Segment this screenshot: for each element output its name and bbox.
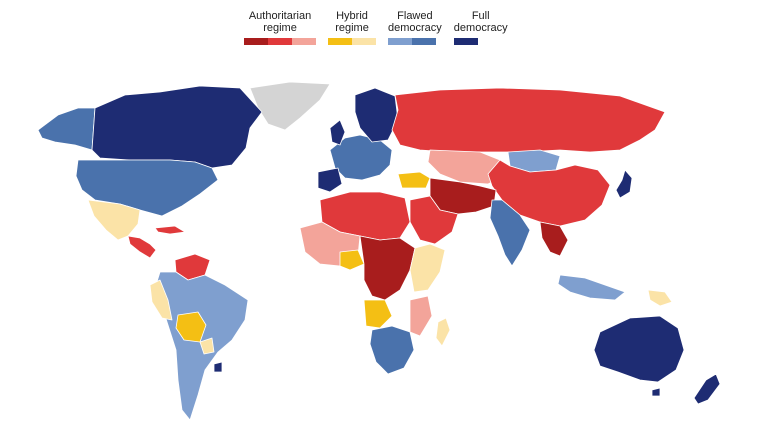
- legend-swatches: [244, 38, 316, 45]
- legend-swatches: [388, 38, 442, 45]
- region-southeast-asia: [539, 221, 569, 257]
- region-cuba: [154, 225, 186, 235]
- swatch: [388, 38, 412, 45]
- legend-swatches: [453, 38, 508, 45]
- legend-flawed: Flawed democracy: [388, 10, 442, 45]
- legend-swatches: [328, 38, 376, 45]
- region-paraguay: [199, 337, 215, 355]
- region-east-africa: [409, 243, 446, 293]
- region-central-africa: [359, 235, 416, 301]
- legend-label-full: Full democracy: [453, 10, 508, 34]
- legend-hybrid: Hybrid regime: [328, 10, 376, 45]
- swatch: [268, 38, 292, 45]
- legend-authoritarian: Authoritarian regime: [244, 10, 316, 45]
- region-greenland: [249, 81, 331, 131]
- region-russia: [391, 87, 666, 153]
- swatch: [453, 38, 478, 45]
- region-iberia: [317, 167, 343, 193]
- region-southern-africa: [369, 325, 415, 375]
- region-usa: [75, 159, 219, 217]
- region-peru: [149, 279, 173, 321]
- swatch: [352, 38, 376, 45]
- region-nordics: [354, 87, 399, 143]
- region-kazakhstan: [427, 149, 506, 185]
- region-png: [647, 289, 673, 307]
- swatch: [412, 38, 436, 45]
- region-china: [487, 159, 611, 227]
- region-nigeria: [339, 249, 365, 271]
- swatch: [328, 38, 352, 45]
- region-alaska: [37, 107, 96, 151]
- region-uk: [329, 119, 346, 146]
- legend-full: Full democracy: [453, 10, 508, 45]
- region-canada: [91, 85, 263, 169]
- region-india: [489, 199, 531, 267]
- legend-label-flawed: Flawed democracy: [388, 10, 442, 34]
- legend-label-hybrid: Hybrid regime: [335, 10, 369, 34]
- region-madagascar: [435, 317, 451, 347]
- region-japan: [615, 169, 633, 199]
- region-europe: [329, 134, 393, 181]
- region-indonesia: [557, 274, 626, 301]
- swatch: [292, 38, 316, 45]
- region-mozambique: [409, 295, 433, 337]
- region-tasmania: [651, 387, 661, 397]
- region-arabia: [409, 195, 459, 245]
- legend: Authoritarian regime Hybrid regime Flawe…: [244, 10, 508, 45]
- region-central-america: [127, 235, 157, 259]
- region-uruguay: [213, 361, 223, 373]
- region-australia: [593, 315, 685, 383]
- region-new-zealand: [693, 373, 721, 405]
- region-turkey: [397, 171, 431, 189]
- region-angola: [363, 299, 393, 329]
- swatch: [244, 38, 268, 45]
- legend-label-authoritarian: Authoritarian regime: [248, 10, 312, 34]
